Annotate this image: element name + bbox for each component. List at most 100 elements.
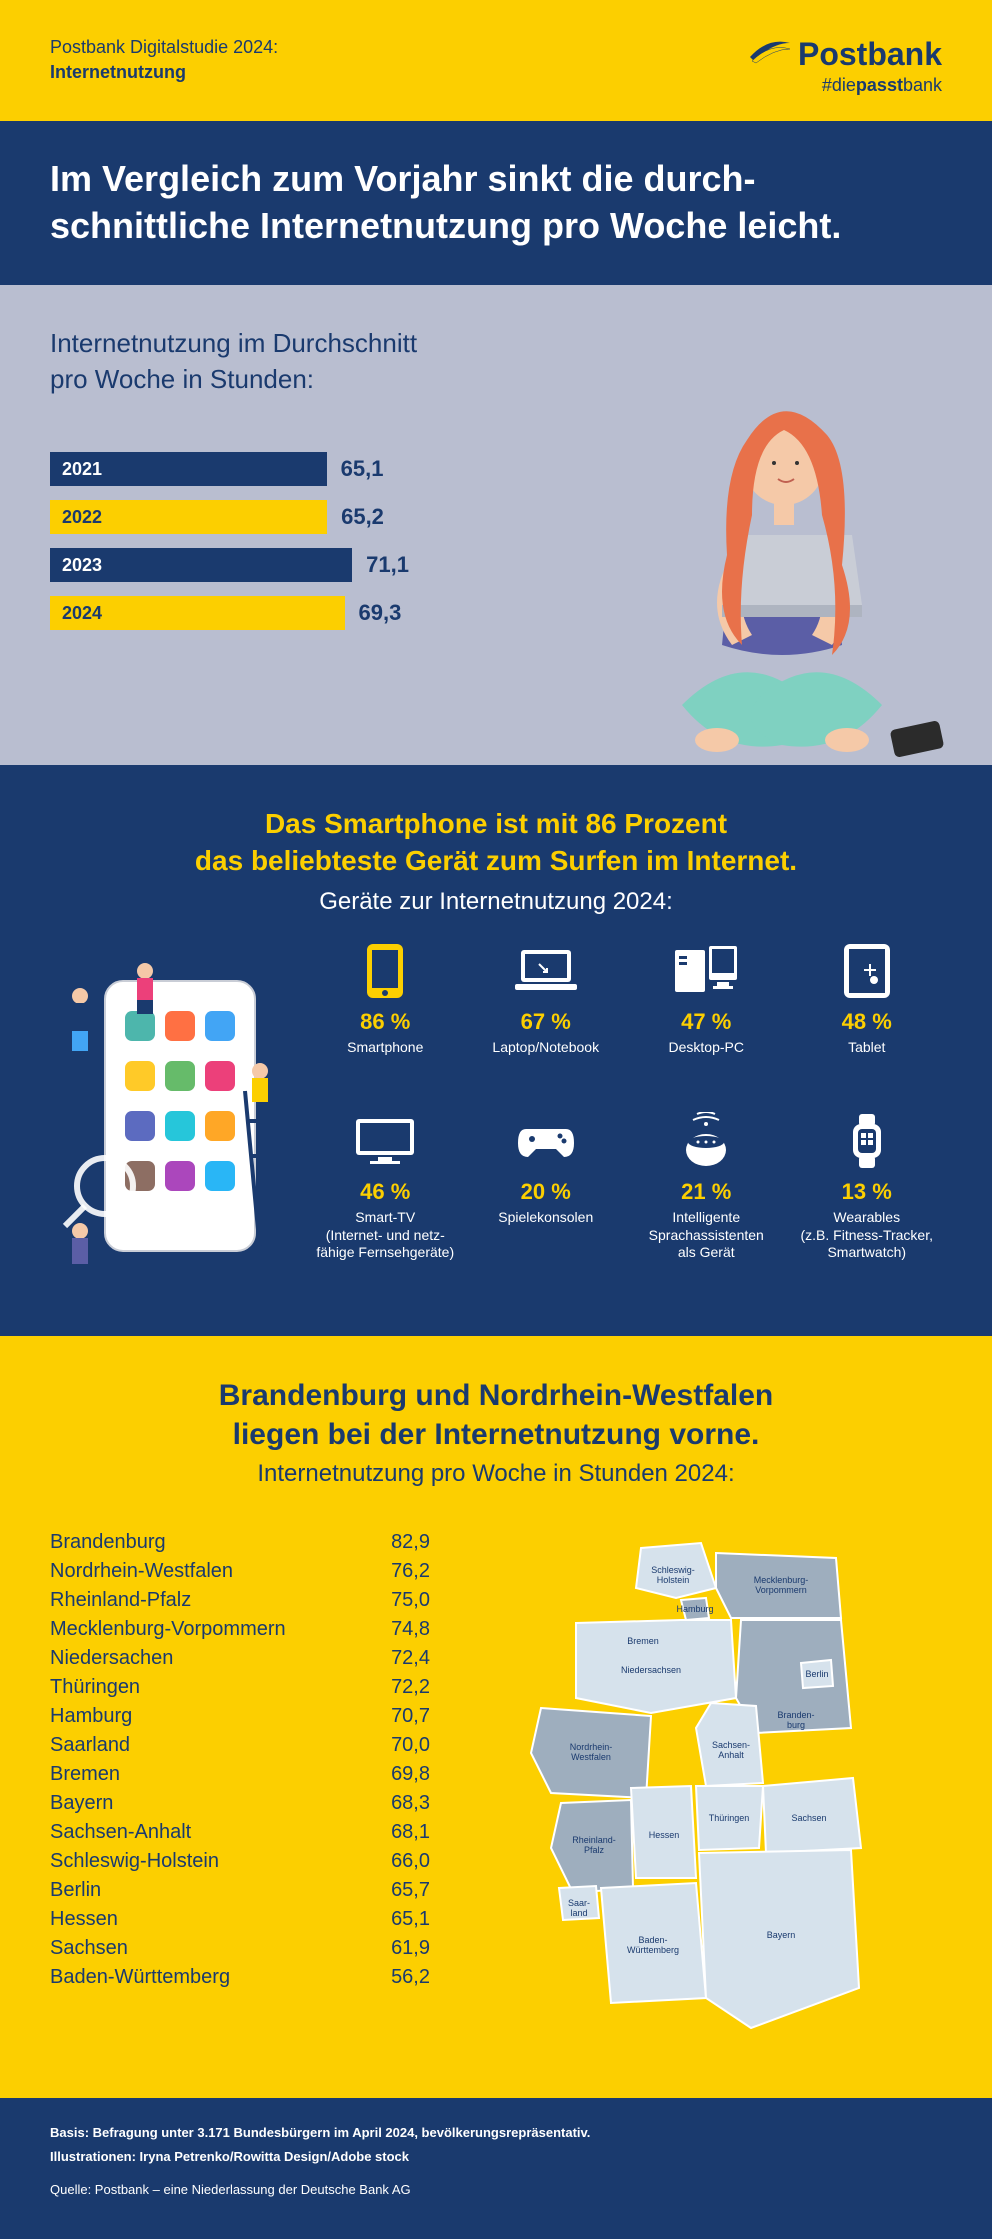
- state-value: 72,4: [391, 1647, 430, 1670]
- state-name: Bremen: [50, 1763, 120, 1786]
- states-row: Sachsen 61,9: [50, 1934, 430, 1963]
- device-cell: 13 % Wearables (z.B. Fitness-Tracker, Sm…: [792, 1111, 943, 1286]
- states-title: Brandenburg und Nordrhein-Westfalen lieg…: [50, 1376, 942, 1454]
- state-value: 69,8: [391, 1763, 430, 1786]
- state-value: 82,9: [391, 1531, 430, 1554]
- device-label: Wearables (z.B. Fitness-Tracker, Smartwa…: [792, 1209, 943, 1262]
- logo-swoosh-icon: [748, 35, 792, 73]
- device-percent: 48 %: [792, 1009, 943, 1035]
- states-row: Niedersachen 72,4: [50, 1644, 430, 1673]
- study-caption: Postbank Digitalstudie 2024: Internetnut…: [50, 35, 278, 85]
- svg-text:Saar-: Saar-: [568, 1898, 590, 1908]
- device-label: Spielekonsolen: [471, 1209, 622, 1227]
- device-cell: 20 % Spielekonsolen: [471, 1111, 622, 1286]
- state-name: Rheinland-Pfalz: [50, 1589, 191, 1612]
- study-line1: Postbank Digitalstudie 2024:: [50, 35, 278, 60]
- device-percent: 21 %: [631, 1179, 782, 1205]
- svg-text:Rheinland-: Rheinland-: [572, 1835, 616, 1845]
- infographic-page: Postbank Digitalstudie 2024: Internetnut…: [0, 0, 992, 2239]
- laptop-icon: [471, 941, 622, 1001]
- state-value: 65,7: [391, 1879, 430, 1902]
- device-percent: 20 %: [471, 1179, 622, 1205]
- state-name: Brandenburg: [50, 1531, 166, 1554]
- footer: Basis: Befragung unter 3.171 Bundesbürge…: [0, 2098, 992, 2239]
- svg-text:land: land: [570, 1908, 587, 1918]
- svg-text:Württemberg: Württemberg: [627, 1945, 679, 1955]
- study-line2: Internetnutzung: [50, 60, 278, 85]
- device-percent: 47 %: [631, 1009, 782, 1035]
- footer-basis: Basis: Befragung unter 3.171 Bundesbürge…: [50, 2125, 590, 2140]
- device-label: Smartphone: [310, 1039, 461, 1057]
- tablet-icon: [792, 941, 943, 1001]
- svg-text:Branden-: Branden-: [777, 1710, 814, 1720]
- state-value: 68,1: [391, 1821, 430, 1844]
- state-value: 72,2: [391, 1676, 430, 1699]
- desktop-icon: [631, 941, 782, 1001]
- bar: 2021: [50, 452, 327, 486]
- states-row: Baden-Württemberg56,2: [50, 1963, 430, 1992]
- device-percent: 67 %: [471, 1009, 622, 1035]
- state-name: Sachsen-Anhalt: [50, 1821, 191, 1844]
- state-value: 70,0: [391, 1734, 430, 1757]
- states-row: Hamburg 70,7: [50, 1702, 430, 1731]
- bar-value: 65,2: [341, 504, 384, 530]
- device-cell: 47 % Desktop-PC: [631, 941, 782, 1081]
- footer-source: Quelle: Postbank – eine Niederlassung de…: [50, 2180, 942, 2200]
- state-name: Sachsen: [50, 1937, 128, 1960]
- states-row: Bremen 69,8: [50, 1760, 430, 1789]
- tagline: #diepasstbank: [748, 75, 942, 96]
- devices-title: Das Smartphone ist mit 86 Prozent das be…: [50, 805, 942, 881]
- svg-text:Nordrhein-: Nordrhein-: [570, 1742, 613, 1752]
- state-value: 76,2: [391, 1560, 430, 1583]
- svg-text:Anhalt: Anhalt: [718, 1750, 744, 1760]
- postbank-logo: Postbank: [748, 35, 942, 73]
- states-subtitle: Internetnutzung pro Woche in Stunden 202…: [50, 1460, 942, 1488]
- devices-section: Das Smartphone ist mit 86 Prozent das be…: [0, 765, 992, 1337]
- state-name: Hamburg: [50, 1705, 132, 1728]
- state-value: 61,9: [391, 1937, 430, 1960]
- svg-text:Niedersachsen: Niedersachsen: [621, 1665, 681, 1675]
- bar: 2024: [50, 596, 345, 630]
- state-value: 68,3: [391, 1792, 430, 1815]
- device-percent: 86 %: [310, 1009, 461, 1035]
- svg-text:Vorpommern: Vorpommern: [755, 1585, 807, 1595]
- state-name: Niedersachen: [50, 1647, 173, 1670]
- footer-illu-credit: Illustrationen: Iryna Petrenko/Rowitta D…: [50, 2149, 409, 2164]
- chart-section: Internetnutzung im Durchschnitt pro Woch…: [0, 285, 992, 765]
- svg-text:Bayern: Bayern: [767, 1930, 796, 1940]
- smarttv-icon: [310, 1111, 461, 1171]
- device-percent: 46 %: [310, 1179, 461, 1205]
- state-name: Hessen: [50, 1908, 118, 1931]
- bar-value: 65,1: [341, 456, 384, 482]
- svg-text:Thüringen: Thüringen: [709, 1813, 750, 1823]
- bar-value: 71,1: [366, 552, 409, 578]
- svg-text:burg: burg: [787, 1720, 805, 1730]
- device-cell: 46 % Smart-TV (Internet- und netz- fähig…: [310, 1111, 461, 1286]
- state-name: Schleswig-Holstein: [50, 1850, 219, 1873]
- assistant-icon: [631, 1111, 782, 1171]
- headline-bar: Im Vergleich zum Vorjahr sinkt die durch…: [0, 121, 992, 285]
- svg-text:Sachsen: Sachsen: [791, 1813, 826, 1823]
- logo-text: Postbank: [798, 36, 942, 73]
- state-value: 70,7: [391, 1705, 430, 1728]
- state-name: Baden-Württemberg: [50, 1966, 230, 1989]
- states-row: Bayern68,3: [50, 1789, 430, 1818]
- devices-grid: 86 % Smartphone 67 % Laptop/Notebook 47 …: [310, 941, 942, 1286]
- device-percent: 13 %: [792, 1179, 943, 1205]
- svg-text:Berlin: Berlin: [805, 1669, 828, 1679]
- state-name: Nordrhein-Westfalen: [50, 1560, 233, 1583]
- device-cell: 86 % Smartphone: [310, 941, 461, 1081]
- states-row: Berlin65,7: [50, 1876, 430, 1905]
- svg-text:Sachsen-: Sachsen-: [712, 1740, 750, 1750]
- bar-value: 69,3: [359, 600, 402, 626]
- svg-text:Holstein: Holstein: [657, 1575, 690, 1585]
- state-value: 74,8: [391, 1618, 430, 1641]
- woman-laptop-illustration: [602, 345, 962, 765]
- svg-text:Schleswig-: Schleswig-: [651, 1565, 695, 1575]
- devices-subtitle: Geräte zur Internetnutzung 2024:: [50, 888, 942, 916]
- brand-block: Postbank #diepasstbank: [748, 35, 942, 96]
- header: Postbank Digitalstudie 2024: Internetnut…: [0, 0, 992, 121]
- states-row: Thüringen72,2: [50, 1673, 430, 1702]
- svg-text:Mecklenburg-: Mecklenburg-: [754, 1575, 809, 1585]
- device-cell: 67 % Laptop/Notebook: [471, 941, 622, 1081]
